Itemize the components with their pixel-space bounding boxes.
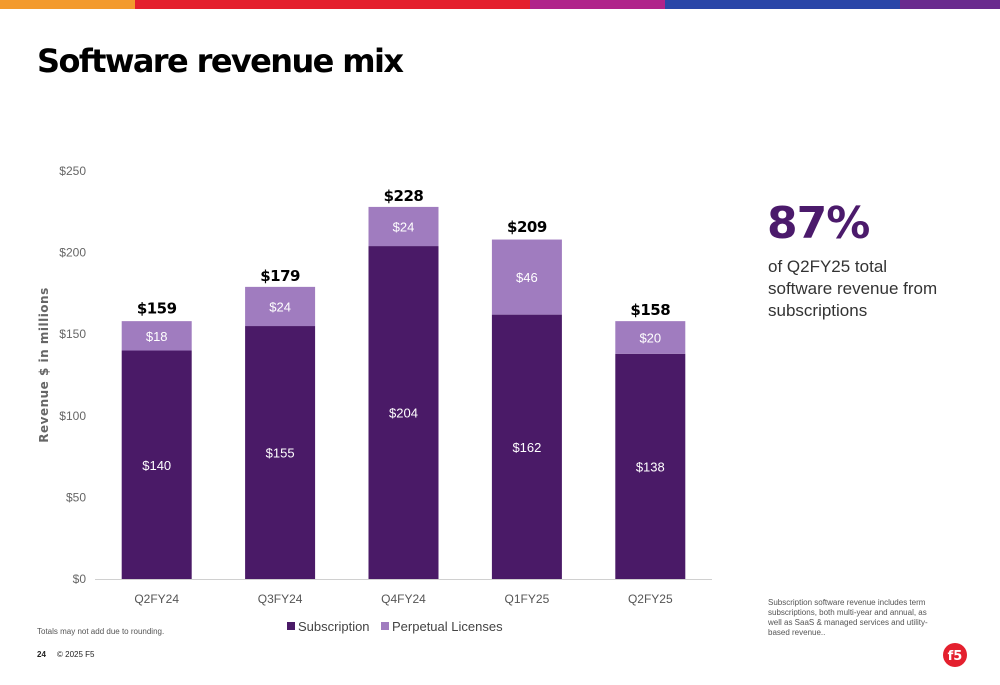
f5-logo-icon: f5	[943, 643, 967, 667]
color-bar-segment-orange	[0, 0, 135, 9]
color-bar-segment-red	[135, 0, 530, 9]
y-tick-label: $200	[59, 246, 86, 260]
bar-data-label: $24	[393, 219, 415, 234]
bar-perpetual-licenses-q4fy24	[368, 206, 439, 247]
stat-caption: of Q2FY25 total software revenue from su…	[768, 257, 938, 320]
bar-perpetual-licenses-q2fy24	[121, 321, 192, 351]
legend-label: Subscription	[298, 619, 370, 634]
bar-subscription-q3fy24	[245, 326, 316, 579]
legend-swatch-subscription	[287, 622, 295, 630]
bar-data-label: $138	[636, 459, 665, 474]
bar-data-label: $18	[146, 329, 168, 344]
legend-label: Perpetual Licenses	[392, 619, 503, 634]
x-tick-label: Q3FY24	[258, 592, 303, 606]
bar-data-label: $140	[142, 458, 171, 473]
y-axis-label: Revenue $ in millions	[37, 287, 51, 443]
legend-swatch-perpetual-licenses	[381, 622, 389, 630]
rounding-footnote: Totals may not add due to rounding.	[37, 627, 165, 636]
bar-perpetual-licenses-q3fy24	[245, 286, 316, 327]
color-bar-segment-magenta	[530, 0, 665, 9]
bar-perpetual-licenses-q2fy25	[615, 321, 686, 354]
bar-data-label: $46	[516, 270, 538, 285]
copyright-text: © 2025 F5	[57, 650, 95, 659]
bar-subscription-q4fy24	[368, 246, 439, 579]
color-bar-segment-blue	[665, 0, 900, 9]
color-bar-segment-purple	[900, 0, 1000, 9]
x-tick-label: Q1FY25	[505, 592, 550, 606]
bar-total-label: $159	[137, 300, 177, 318]
svg-text:f5: f5	[948, 649, 963, 664]
stat-percentage: 87%	[767, 198, 870, 249]
bar-subscription-q1fy25	[491, 314, 562, 579]
subscription-definition-footnote: Subscription software revenue includes t…	[768, 598, 928, 637]
bar-total-label: $179	[260, 267, 300, 285]
page-title: Software revenue mix	[37, 42, 404, 80]
x-tick-label: Q4FY24	[381, 592, 426, 606]
bar-data-label: $24	[269, 299, 291, 314]
y-tick-label: $250	[59, 164, 86, 178]
top-color-bar	[0, 0, 1000, 9]
y-tick-label: $50	[66, 490, 86, 504]
page-number: 24	[37, 650, 46, 659]
bar-data-label: $20	[639, 330, 661, 345]
bar-subscription-q2fy25	[615, 353, 686, 579]
x-tick-label: Q2FY25	[628, 592, 673, 606]
y-tick-label: $100	[59, 409, 86, 423]
bar-total-label: $228	[384, 187, 424, 205]
bar-total-label: $158	[630, 301, 670, 319]
y-tick-label: $0	[73, 572, 87, 586]
y-tick-label: $150	[59, 327, 86, 341]
bar-total-label: $209	[507, 218, 547, 236]
bar-perpetual-licenses-q1fy25	[491, 239, 562, 315]
bar-data-label: $204	[389, 406, 418, 421]
bar-subscription-q2fy24	[121, 350, 192, 579]
bar-data-label: $155	[266, 446, 295, 461]
x-tick-label: Q2FY24	[134, 592, 179, 606]
bar-data-label: $162	[512, 440, 541, 455]
